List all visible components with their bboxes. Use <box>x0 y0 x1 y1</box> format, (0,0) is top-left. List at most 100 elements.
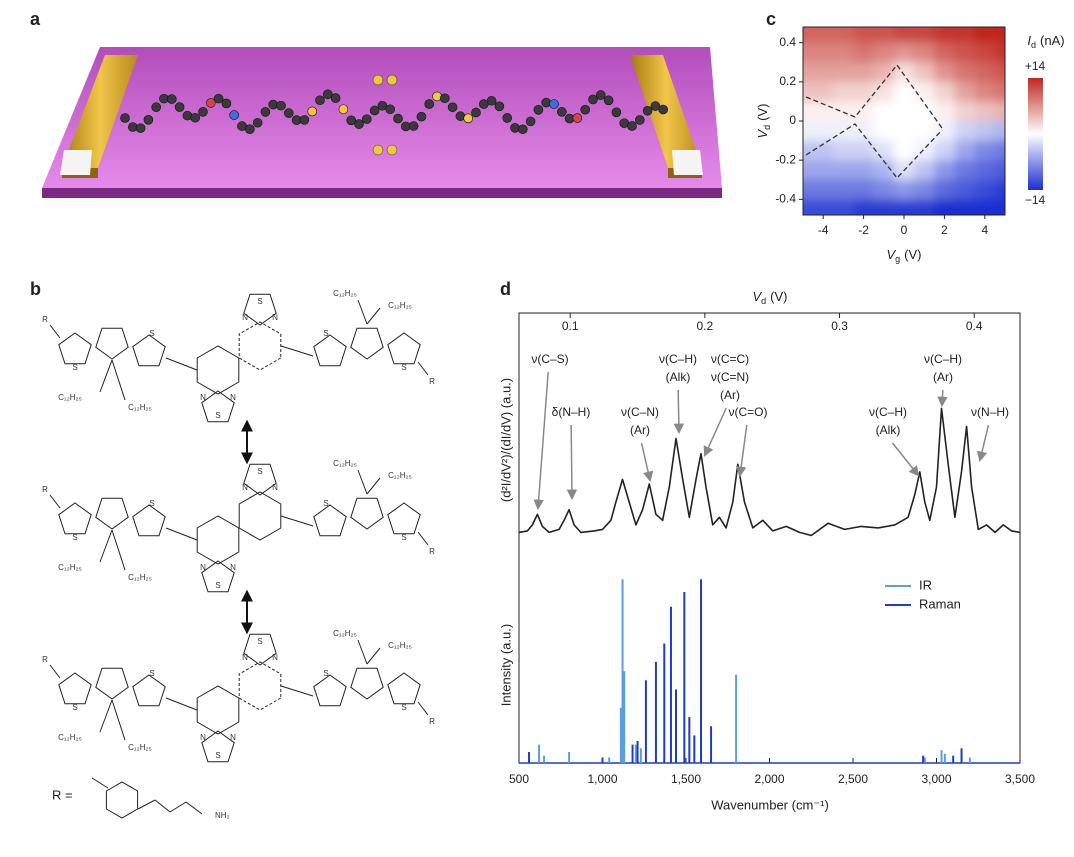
bond <box>357 299 368 325</box>
ring <box>58 332 92 365</box>
panel-label: b <box>30 279 41 299</box>
atom-label: C₁₂H₂₅ <box>58 393 82 402</box>
amine-label: NH₂ <box>215 811 230 820</box>
subscript: g <box>895 254 900 264</box>
bond <box>91 777 109 789</box>
atom <box>627 121 637 131</box>
heatmap-cell <box>914 199 935 215</box>
heatmap-cell <box>893 199 915 215</box>
heatmap-cell <box>914 27 935 44</box>
annotation-arrow <box>640 442 654 483</box>
atom <box>346 115 357 126</box>
x-tick-label: 2,000 <box>754 772 784 786</box>
ring <box>238 321 282 371</box>
atom-label: S <box>323 329 328 338</box>
heatmap-cell <box>813 62 834 83</box>
atom-label: C₁₂H₂₅ <box>333 459 357 468</box>
bond <box>49 494 61 509</box>
atom <box>377 100 388 111</box>
atom <box>338 104 349 115</box>
atom <box>190 112 200 123</box>
heatmap-cell <box>994 27 1005 44</box>
heatmap-cell <box>954 42 976 63</box>
heatmap-cell <box>853 179 875 200</box>
heatmap-cell <box>954 140 976 161</box>
ring <box>58 502 92 535</box>
heatmap-cell <box>803 160 814 181</box>
atom-label: N <box>200 733 206 742</box>
atom-label: N <box>230 733 236 742</box>
y-axis-label: Intensity (a.u.) <box>498 624 513 706</box>
unit: (V) <box>770 289 787 304</box>
symbol: V <box>752 289 762 304</box>
atom <box>510 123 520 133</box>
atom <box>299 115 310 125</box>
ring <box>350 327 384 360</box>
heatmap-cell <box>813 81 834 102</box>
heatmap-cell <box>954 62 976 83</box>
heatmap-cell <box>974 27 996 44</box>
heatmap-cell <box>994 160 1005 181</box>
atom-label: C₁₂H₂₅ <box>58 733 82 742</box>
heatmap-panel: -4 -2 0 2 4 -0.4 -0.2 0 0.2 0.4 Vg (V) Vd (V) +14 −14 Id… <box>755 26 1065 264</box>
atom-label: C₁₂H₂₅ <box>388 301 412 310</box>
atom <box>315 95 325 106</box>
atom-label: C₁₂H₂₅ <box>128 573 152 582</box>
heatmap-cell <box>893 42 915 63</box>
bond <box>417 361 429 376</box>
atom-label: C₁₂H₂₅ <box>333 289 357 298</box>
peak-annotation: ν(C=O) <box>729 405 768 419</box>
ring <box>313 504 347 537</box>
heatmap-cell <box>994 62 1005 83</box>
heatmap-cell <box>873 81 895 102</box>
heatmap-cell <box>954 199 976 215</box>
unit: (V) <box>755 103 770 120</box>
heatmap-cell <box>974 81 996 102</box>
spectrum-line <box>518 407 1021 537</box>
legend-label: IR <box>919 577 932 592</box>
atom <box>206 98 216 108</box>
unit: (nA) <box>1040 33 1065 48</box>
atom-label: C₁₂H₂₅ <box>128 403 152 412</box>
ring <box>243 463 277 496</box>
bond <box>280 515 314 527</box>
heatmap-cell <box>873 140 895 161</box>
ring <box>387 672 421 705</box>
peak-annotation: ν(C–S) <box>531 352 568 366</box>
heatmap-cell <box>803 121 814 142</box>
bond <box>49 324 61 339</box>
atom-label: N <box>272 653 278 662</box>
heatmap-cell <box>813 27 834 44</box>
y-tick-label: -0.4 <box>775 192 796 206</box>
atom <box>386 74 398 86</box>
atom-label: N <box>272 313 278 322</box>
atom <box>307 106 318 117</box>
atom <box>135 123 146 133</box>
peak-annotation: ν(C–H) <box>659 352 697 366</box>
atom <box>432 91 442 102</box>
atom-label: C₁₂H₂₅ <box>388 641 412 650</box>
atom-label: N <box>200 563 206 572</box>
heatmap-cell <box>893 62 915 83</box>
panel-label: d <box>500 279 511 299</box>
bond <box>417 701 429 716</box>
ring <box>132 334 166 367</box>
heatmap-cell <box>934 160 955 181</box>
x-tick-label: 0 <box>901 223 908 237</box>
atom-label: N <box>230 563 236 572</box>
heatmap-cell <box>853 140 875 161</box>
heatmap-cell <box>994 121 1005 142</box>
atom-label: S <box>72 363 77 372</box>
atom-label: S <box>215 751 220 760</box>
ring <box>387 332 421 365</box>
heatmap-cell <box>893 101 915 122</box>
x-tick-label: -2 <box>858 223 869 237</box>
x2-tick-label: 0.1 <box>562 319 579 333</box>
atom-label: S <box>149 499 154 508</box>
heatmap-cell <box>974 42 996 63</box>
colorbar-tick-label: −14 <box>1025 193 1046 207</box>
peak-annotation: ν(C=C) <box>711 352 749 366</box>
atom <box>213 93 224 104</box>
heatmap-cell <box>974 101 996 122</box>
atom-label: R <box>42 485 48 494</box>
